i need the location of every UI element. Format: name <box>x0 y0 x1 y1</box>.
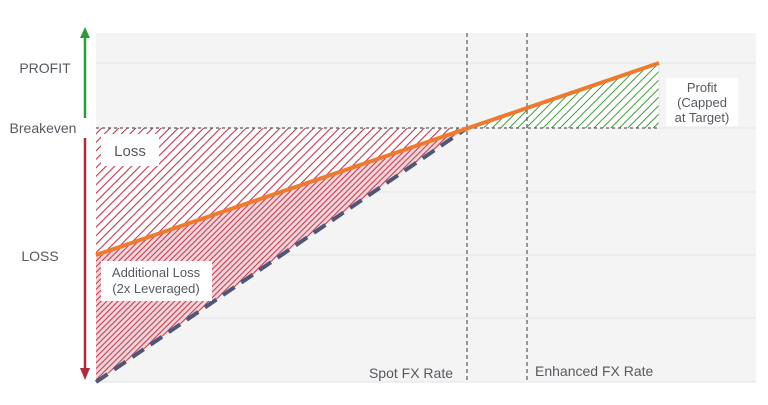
profit-arrow-icon <box>80 27 90 38</box>
profit-label-box <box>666 78 738 126</box>
profit-label-line1: Profit <box>687 80 718 95</box>
additional-loss-label-line2: (2x Leveraged) <box>112 281 199 296</box>
x-label-spot-rate: Spot FX Rate <box>369 365 453 381</box>
additional-loss-label-box <box>101 261 212 301</box>
loss-region-label: Loss <box>114 143 146 160</box>
y-label-breakeven: Breakeven <box>10 120 77 136</box>
y-label-profit: PROFIT <box>19 60 71 76</box>
loss-arrow-icon <box>80 368 90 380</box>
additional-loss-label-line1: Additional Loss <box>112 265 201 280</box>
loss-label-box <box>101 134 159 166</box>
leveraged-payoff-line <box>94 126 469 384</box>
y-label-loss: LOSS <box>21 248 58 264</box>
profit-label-line2: (Capped <box>677 95 727 110</box>
payoff-line <box>95 61 660 257</box>
x-label-enhanced-rate: Enhanced FX Rate <box>535 363 654 379</box>
profit-label-line3: at Target) <box>675 110 730 125</box>
